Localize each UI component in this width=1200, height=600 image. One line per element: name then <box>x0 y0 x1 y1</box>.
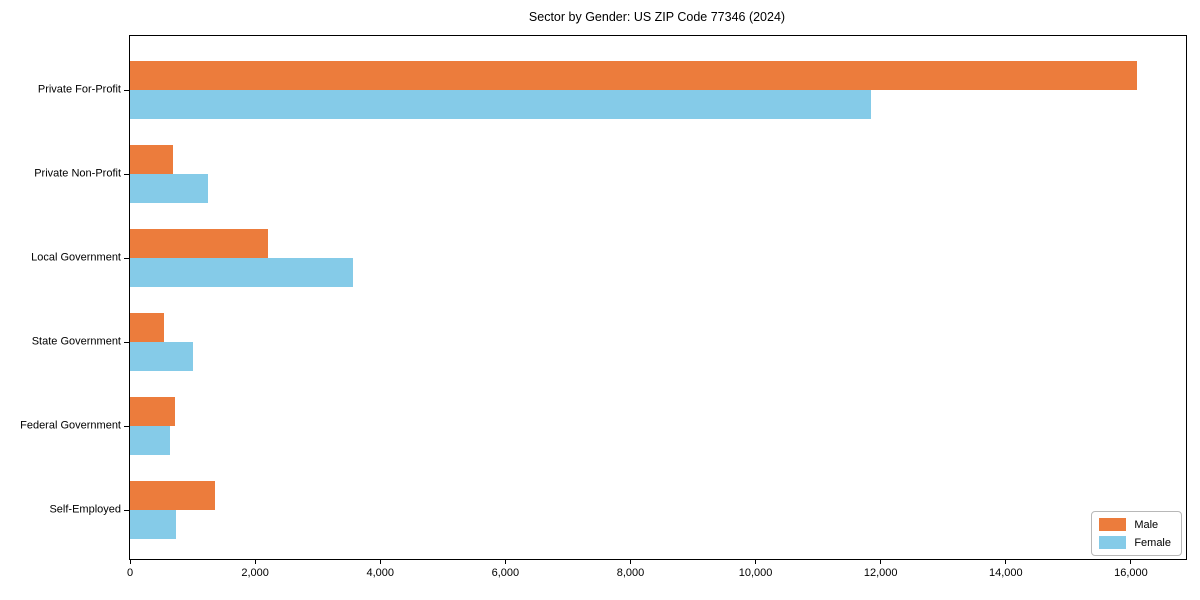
x-tick-mark-2000 <box>254 559 256 564</box>
y-tick-mark-state-government <box>124 342 129 343</box>
y-tick-mark-private-for-profit <box>124 90 129 91</box>
legend-label-female: Female <box>1134 536 1171 549</box>
bar-male-federal-government <box>130 397 175 426</box>
y-tick-label-self-employed: Self-Employed <box>49 503 121 516</box>
x-tick-mark-16000 <box>1130 559 1132 564</box>
legend-item-male: Male <box>1099 518 1171 531</box>
x-tick-mark-8000 <box>629 559 631 564</box>
y-tick-label-state-government: State Government <box>31 335 121 348</box>
bar-male-private-non-profit <box>130 145 174 174</box>
x-tick-label-0: 0 <box>126 567 134 579</box>
y-tick-mark-private-non-profit <box>124 174 129 175</box>
legend-swatch-male <box>1099 518 1127 531</box>
x-tick-label-4000: 4,000 <box>366 567 394 579</box>
x-tick-mark-14000 <box>1005 559 1007 564</box>
legend-item-female: Female <box>1099 536 1171 549</box>
y-tick-label-private-non-profit: Private Non-Profit <box>34 167 121 180</box>
x-tick-label-2000: 2,000 <box>241 567 269 579</box>
x-tick-mark-6000 <box>504 559 506 564</box>
y-tick-mark-local-government <box>124 258 129 259</box>
legend-swatch-female <box>1099 536 1127 549</box>
x-tick-mark-0 <box>129 559 131 564</box>
x-tick-mark-4000 <box>379 559 381 564</box>
x-tick-label-6000: 6,000 <box>491 567 520 579</box>
y-tick-label-local-government: Local Government <box>31 251 121 264</box>
y-tick-label-federal-government: Federal Government <box>20 419 121 432</box>
x-tick-label-8000: 8,000 <box>616 567 645 579</box>
x-tick-label-12000: 12,000 <box>863 567 898 579</box>
legend: Male Female <box>1091 511 1182 556</box>
bar-female-local-government <box>130 258 353 287</box>
y-tick-label-private-for-profit: Private For-Profit <box>37 83 121 96</box>
bar-female-private-for-profit <box>130 90 871 119</box>
x-tick-mark-12000 <box>880 559 882 564</box>
bar-female-self-employed <box>130 510 176 539</box>
x-tick-label-10000: 10,000 <box>738 567 773 579</box>
y-tick-mark-federal-government <box>124 426 129 427</box>
x-tick-mark-10000 <box>755 559 757 564</box>
bar-female-state-government <box>130 342 193 371</box>
bar-male-private-for-profit <box>130 61 1138 90</box>
bar-male-local-government <box>130 229 269 258</box>
plot-area: Private For-Profit Private Non-Profit Loca… <box>20 35 1187 579</box>
x-tick-label-14000: 14,000 <box>989 567 1023 579</box>
x-tick-label-16000: 16,000 <box>1114 567 1148 579</box>
bar-male-self-employed <box>130 481 215 510</box>
y-tick-mark-self-employed <box>124 510 129 511</box>
bar-female-private-non-profit <box>130 174 209 203</box>
legend-label-male: Male <box>1134 518 1159 531</box>
bar-female-federal-government <box>130 426 170 455</box>
chart-title: Sector by Gender: US ZIP Code 77346 (202… <box>528 10 786 24</box>
bar-male-state-government <box>130 313 164 342</box>
